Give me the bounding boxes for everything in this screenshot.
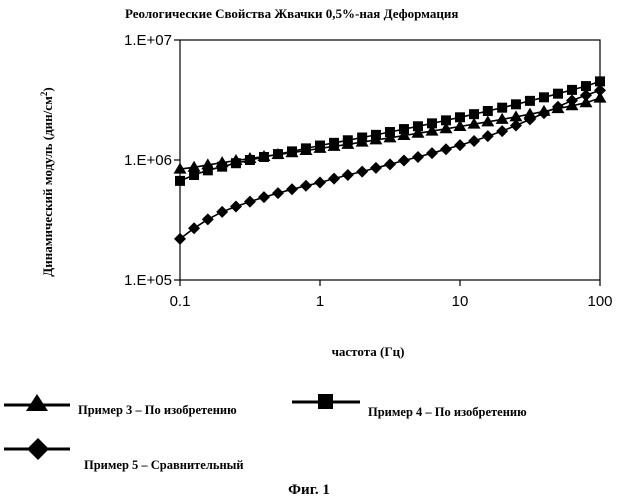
square-marker (413, 121, 423, 131)
diamond-marker (300, 180, 312, 192)
diamond-marker (328, 173, 340, 185)
square-marker (189, 170, 199, 180)
diamond-marker (580, 89, 592, 101)
square-marker (427, 118, 437, 128)
legend: Пример 3 – По изобретению Пример 4 – По … (4, 394, 527, 472)
diamond-marker (384, 158, 396, 170)
square-marker (399, 124, 409, 134)
diamond-marker (398, 155, 410, 167)
diamond-marker (244, 196, 256, 208)
legend-triangle-icon (26, 394, 48, 411)
y-tick-label: 1.E+05 (124, 272, 172, 289)
diamond-marker (272, 187, 284, 199)
x-tick-label: 10 (452, 293, 469, 310)
square-marker (469, 109, 479, 119)
square-marker (371, 130, 381, 140)
y-tick-label: 1.E+07 (124, 32, 172, 49)
x-tick-label: 1 (316, 293, 324, 310)
square-marker (273, 149, 283, 159)
diamond-marker (440, 143, 452, 155)
square-marker (567, 85, 577, 95)
series-markers (174, 76, 607, 245)
legend-square-icon (318, 394, 333, 409)
diamond-marker (468, 135, 480, 147)
diamond-marker (314, 176, 326, 188)
diamond-marker (496, 125, 508, 137)
diamond-marker (426, 147, 438, 159)
x-tick-label: 0.1 (170, 293, 191, 310)
square-marker (315, 141, 325, 151)
diamond-marker (258, 191, 270, 203)
square-marker (217, 162, 227, 172)
square-marker (511, 99, 521, 109)
square-marker (483, 106, 493, 116)
diamond-marker (216, 206, 228, 218)
square-marker (287, 146, 297, 156)
y-axis-ticks: 1.E+05 1.E+06 1.E+07 (124, 32, 180, 289)
square-marker (259, 152, 269, 162)
diamond-marker (482, 130, 494, 142)
diamond-marker (188, 222, 200, 234)
diamond-marker (342, 169, 354, 181)
diamond-marker (356, 166, 368, 178)
square-marker (441, 115, 451, 125)
diamond-marker (454, 139, 466, 151)
square-marker (301, 143, 311, 153)
diamond-marker (230, 200, 242, 212)
figure-caption: Фиг. 1 (288, 482, 330, 498)
legend-label-example-5: Пример 5 – Сравнительный (84, 458, 244, 472)
y-tick-label: 1.E+06 (124, 152, 172, 169)
diamond-marker (412, 151, 424, 163)
square-marker (175, 176, 185, 186)
square-marker (553, 89, 563, 99)
square-marker (455, 112, 465, 122)
legend-item-example-5: Пример 5 – Сравнительный (4, 438, 244, 472)
square-marker (343, 135, 353, 145)
square-marker (203, 165, 213, 175)
rheology-chart: Реологические Свойства Жвачки 0,5%-ная Д… (0, 0, 618, 500)
chart-title: Реологические Свойства Жвачки 0,5%-ная Д… (125, 6, 458, 21)
square-marker (329, 138, 339, 148)
y-axis-label: Динамический модуль (дин/см2) (39, 87, 55, 276)
square-marker (245, 155, 255, 165)
x-axis-label: частота (Гц) (332, 344, 405, 359)
legend-diamond-icon (27, 438, 49, 460)
diamond-marker (286, 183, 298, 195)
legend-label-example-4: Пример 4 – По изобретению (368, 405, 527, 419)
square-marker (231, 158, 241, 168)
square-marker (357, 132, 367, 142)
x-axis-ticks: 0.1 1 10 100 (170, 280, 613, 310)
square-marker (539, 92, 549, 102)
legend-label-example-3: Пример 3 – По изобретению (78, 403, 237, 417)
diamond-marker (202, 213, 214, 225)
square-marker (525, 96, 535, 106)
legend-item-example-3: Пример 3 – По изобретению (4, 394, 237, 417)
diamond-marker (370, 162, 382, 174)
square-marker (385, 127, 395, 137)
square-marker (497, 103, 507, 113)
x-tick-label: 100 (587, 293, 612, 310)
diamond-marker (538, 107, 550, 119)
legend-item-example-4: Пример 4 – По изобретению (292, 394, 527, 419)
